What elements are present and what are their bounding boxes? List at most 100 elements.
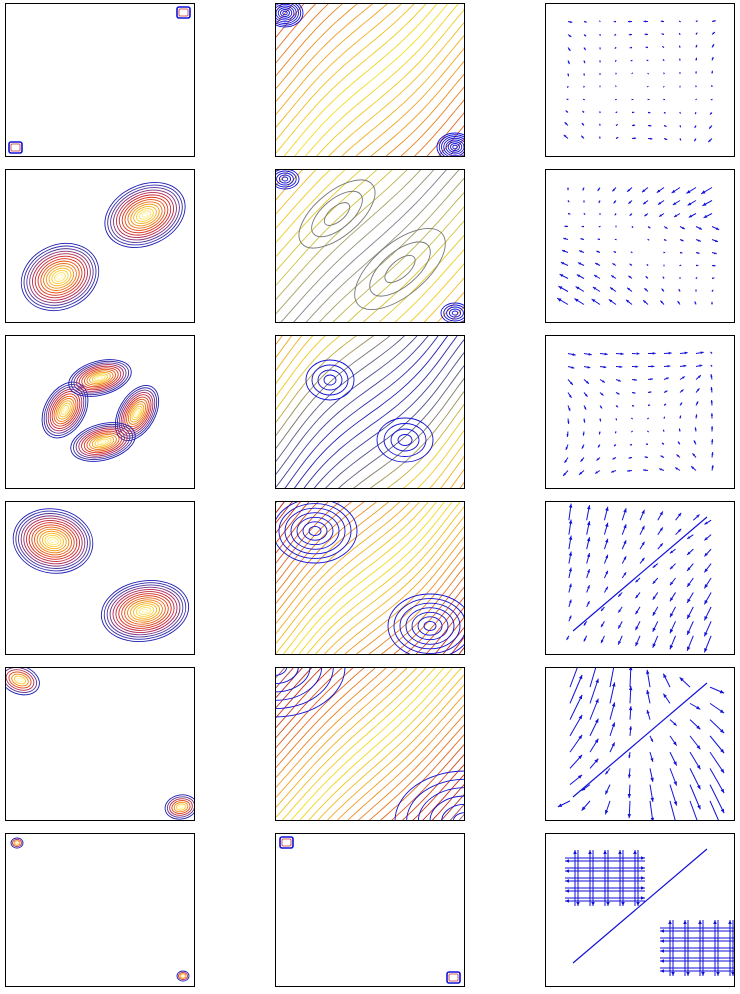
arrow-head (711, 465, 714, 468)
arrow-head (610, 287, 614, 291)
arrow-head (720, 788, 725, 794)
arrow-head (679, 415, 682, 418)
arrow-head (662, 86, 665, 88)
arrow-head (659, 511, 663, 516)
contour (397, 434, 413, 446)
arrow-head (683, 364, 687, 368)
arrow-head (614, 85, 617, 87)
arrow-head (581, 787, 586, 791)
arrow-head (702, 202, 707, 206)
arrow-head (669, 550, 674, 554)
arrow-head (661, 442, 665, 445)
panel-frame (5, 3, 195, 157)
arrow-head (583, 98, 585, 101)
arrow-head (649, 124, 652, 127)
contour (109, 586, 181, 636)
contour (275, 169, 318, 216)
arrow-head (679, 402, 683, 405)
panel-frame (5, 169, 195, 323)
arrow-head (667, 364, 671, 368)
arrow-head (611, 702, 616, 707)
contour (275, 3, 302, 26)
arrow-head (660, 959, 664, 963)
panel-content (41, 359, 160, 462)
arrow-head (613, 444, 617, 447)
contour (86, 432, 120, 452)
arrow-head (676, 454, 680, 457)
arrow-head (627, 189, 631, 192)
contour (376, 417, 434, 463)
contour (275, 169, 332, 230)
arrow-head (605, 554, 609, 559)
arrow-head (696, 514, 700, 518)
arrow-head (645, 443, 649, 446)
arrow-head (673, 801, 678, 806)
arrow-head (623, 540, 627, 545)
contour (275, 501, 320, 555)
contour (275, 169, 304, 202)
arrow-head (668, 351, 672, 355)
contour (337, 363, 465, 489)
arrow-head (683, 920, 687, 924)
contour (275, 335, 376, 438)
arrow-head (650, 817, 655, 821)
contour (11, 673, 29, 687)
arrow-head (687, 551, 691, 555)
arrow-head (678, 289, 681, 292)
arrow-head (643, 20, 646, 23)
contour (138, 210, 152, 220)
panel-frame (5, 667, 195, 821)
panel-frame (545, 667, 735, 821)
contour (106, 584, 184, 638)
arrow-head (644, 33, 647, 36)
arrow-head (613, 251, 616, 254)
panel (275, 833, 465, 987)
contour (315, 8, 465, 157)
arrow-head (720, 748, 725, 754)
contour (116, 192, 174, 238)
arrow-head (595, 263, 599, 266)
arrow-head (623, 572, 627, 576)
contour (275, 667, 409, 800)
arrow-head (681, 239, 684, 242)
contour (141, 212, 149, 218)
arrow-head (644, 288, 647, 291)
arrow-head (695, 85, 697, 88)
panel (5, 501, 195, 655)
arrow-head (618, 850, 622, 854)
arrow-head (679, 33, 681, 36)
arrow-head (650, 797, 654, 802)
panel (275, 335, 465, 489)
arrow-head (710, 364, 713, 367)
contour (91, 435, 115, 449)
arrow-head (687, 582, 691, 587)
contour (123, 334, 409, 614)
contour (346, 703, 465, 821)
panel-content (275, 667, 465, 821)
contour (392, 575, 465, 655)
divider (572, 848, 708, 964)
arrow-head (696, 705, 701, 710)
arrow-head (660, 929, 664, 933)
arrow-head (662, 59, 665, 62)
arrow-head (568, 407, 571, 411)
arrow-head (684, 351, 688, 355)
arrow-head (557, 298, 562, 302)
contour (78, 427, 128, 457)
contour (292, 169, 448, 323)
contour (346, 205, 465, 323)
arrow-head (711, 452, 714, 455)
arrow-head (669, 581, 674, 586)
contour (275, 501, 421, 646)
arrow-head (633, 850, 637, 854)
contour (76, 364, 124, 392)
arrow-head (583, 73, 585, 76)
arrow-head (605, 538, 609, 543)
contour (127, 401, 147, 425)
arrow-head (698, 920, 702, 924)
arrow-head (679, 21, 681, 23)
arrow-head (568, 503, 573, 508)
arrow-head (673, 741, 677, 746)
contour (275, 3, 416, 142)
contour (317, 176, 465, 323)
